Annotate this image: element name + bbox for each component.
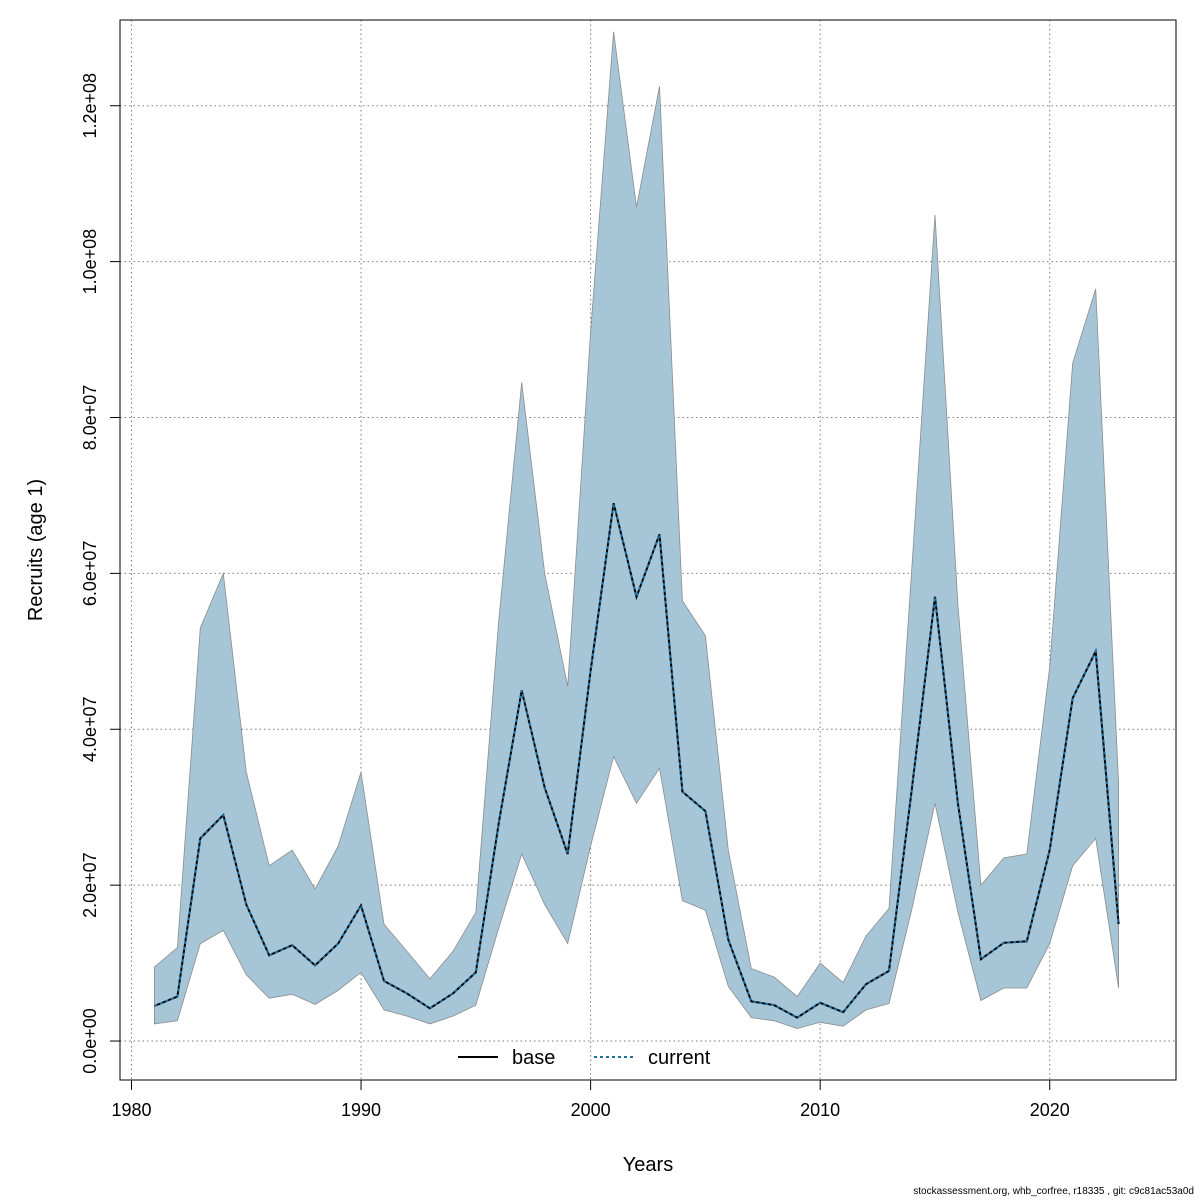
x-tick-label-4: 2020 xyxy=(1030,1100,1070,1120)
y-tick-label-4: 8.0e+07 xyxy=(80,385,100,451)
x-axis-title: Years xyxy=(623,1154,673,1176)
x-tick-label-1: 1990 xyxy=(341,1100,381,1120)
y-tick-label-3: 6.0e+07 xyxy=(80,541,100,607)
x-tick-label-0: 1980 xyxy=(111,1100,151,1120)
x-tick-label-3: 2010 xyxy=(800,1100,840,1120)
confidence-band xyxy=(154,31,1119,1030)
y-tick-label-1: 2.0e+07 xyxy=(80,852,100,918)
y-tick-label-6: 1.2e+08 xyxy=(80,73,100,139)
footnote: stockassessment.org, whb_corfree, r18335… xyxy=(913,1186,1194,1197)
y-axis-title: Recruits (age 1) xyxy=(25,479,47,621)
y-tick-label-0: 0.0e+00 xyxy=(80,1008,100,1074)
x-axis: 1980 1990 2000 2010 2020 xyxy=(111,1079,1070,1120)
legend-label-current: current xyxy=(648,1047,711,1069)
x-tick-label-2: 2000 xyxy=(571,1100,611,1120)
y-tick-label-5: 1.0e+08 xyxy=(80,229,100,295)
legend-label-base: base xyxy=(512,1047,555,1069)
legend: base current xyxy=(458,1047,711,1069)
series-line-current xyxy=(154,502,1120,1019)
y-axis: 0.0e+00 2.0e+07 4.0e+07 6.0e+07 8.0e+07 1.0e+… xyxy=(80,73,121,1074)
y-tick-label-2: 4.0e+07 xyxy=(80,696,100,762)
